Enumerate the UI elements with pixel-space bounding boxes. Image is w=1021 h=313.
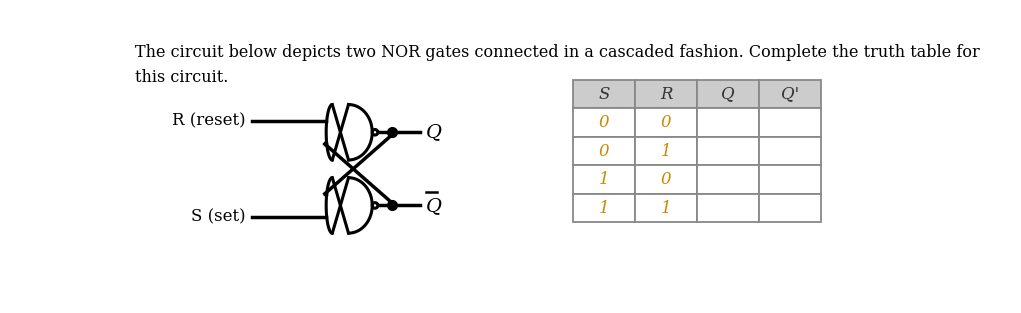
Text: The circuit below depicts two NOR gates connected in a cascaded fashion. Complet: The circuit below depicts two NOR gates …: [136, 44, 980, 61]
Text: 1: 1: [599, 200, 610, 217]
Text: Q: Q: [426, 197, 442, 215]
Bar: [573, 137, 635, 165]
Bar: [760, 194, 821, 222]
Text: Q: Q: [426, 123, 442, 141]
Bar: [573, 80, 635, 108]
Bar: [635, 194, 697, 222]
Bar: [697, 80, 760, 108]
Bar: [760, 137, 821, 165]
Bar: [635, 80, 697, 108]
Text: 0: 0: [661, 171, 672, 188]
Text: S: S: [598, 86, 610, 103]
Bar: [635, 165, 697, 194]
Text: 1: 1: [661, 143, 672, 160]
Bar: [760, 165, 821, 194]
Text: R: R: [660, 86, 673, 103]
Bar: [697, 137, 760, 165]
Text: Q: Q: [722, 86, 735, 103]
Text: 0: 0: [599, 143, 610, 160]
Text: S (set): S (set): [191, 208, 245, 226]
Bar: [635, 108, 697, 137]
Bar: [697, 194, 760, 222]
Bar: [573, 194, 635, 222]
Text: this circuit.: this circuit.: [136, 69, 229, 86]
Text: 1: 1: [661, 200, 672, 217]
Bar: [697, 165, 760, 194]
Bar: [635, 137, 697, 165]
Text: 0: 0: [661, 114, 672, 131]
Bar: [697, 108, 760, 137]
Bar: [760, 108, 821, 137]
Text: 0: 0: [599, 114, 610, 131]
Bar: [573, 108, 635, 137]
Bar: [760, 80, 821, 108]
Text: R (reset): R (reset): [172, 112, 245, 129]
Bar: [573, 165, 635, 194]
Text: 1: 1: [599, 171, 610, 188]
Text: Q': Q': [781, 86, 799, 103]
